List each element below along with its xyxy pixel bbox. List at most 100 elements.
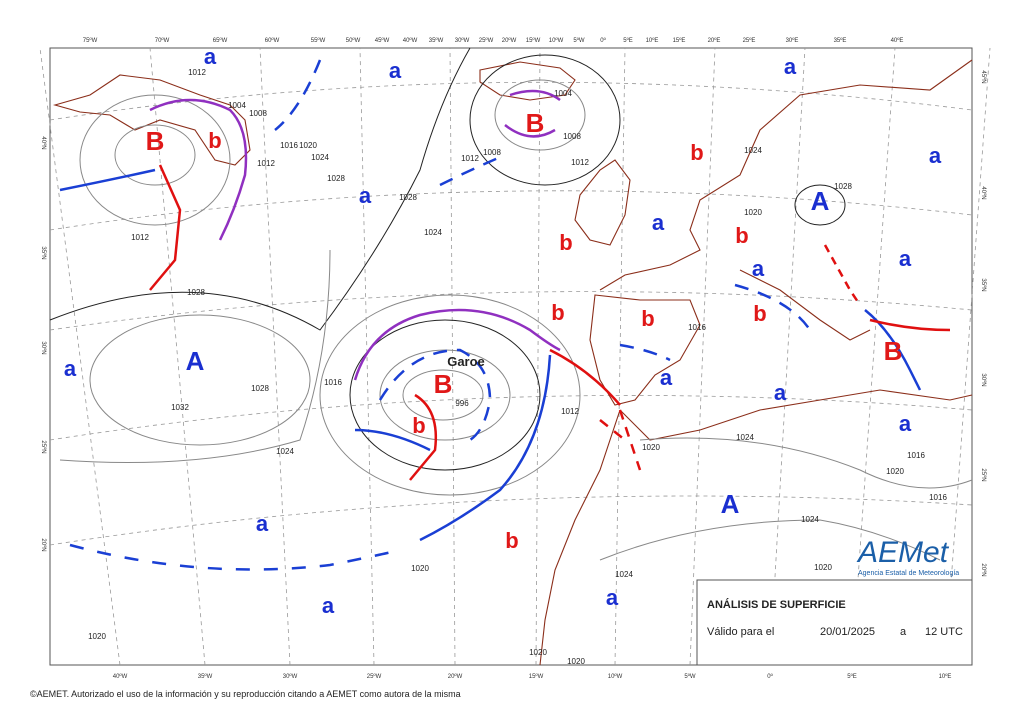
isobar-label: 1032 [171, 403, 189, 412]
lon-label: 10ºE [939, 673, 952, 680]
isobar-label: 1012 [188, 68, 206, 77]
footer: ©AEMET. Autorizado el uso de la informac… [30, 689, 461, 699]
isobar-label: 1004 [228, 101, 246, 110]
coast-italy [739, 269, 871, 341]
isobar-label: 1024 [311, 153, 329, 162]
map-frame [49, 47, 973, 666]
cold-front [354, 428, 431, 452]
lat-label: 30ºN [980, 373, 987, 386]
trough-line [599, 409, 642, 471]
isobar [49, 47, 471, 331]
isobar-label: 1016 [929, 493, 947, 502]
parallel [49, 190, 973, 231]
meridian [449, 47, 456, 666]
isobar-label: 1016 [688, 323, 706, 332]
lon-label: 20ºW [448, 673, 463, 680]
lon-label: 20ºW [502, 37, 517, 44]
lon-label: 30ºW [455, 37, 470, 44]
relative-low: b [753, 301, 766, 326]
info-box [696, 579, 973, 666]
isobar-label: 1024 [744, 146, 762, 155]
isobar-label: 1016 [907, 451, 925, 460]
lon-label: 65ºW [213, 37, 228, 44]
logo-subtitle: Agencia Estatal de Meteorología [858, 570, 959, 577]
cold-front [419, 354, 552, 542]
lat-label: 35ºN [980, 278, 987, 291]
coastlines [52, 59, 973, 666]
lon-label: 0º [767, 673, 773, 680]
lon-label: 5ºW [684, 673, 696, 680]
isobar-label: 1012 [131, 233, 149, 242]
lon-label: 15ºE [673, 37, 686, 44]
lon-label: 35ºW [429, 37, 444, 44]
relative-low: b [208, 128, 221, 153]
relative-high: a [359, 183, 372, 208]
relative-low: b [641, 306, 654, 331]
graticule [39, 47, 991, 666]
meridian [769, 47, 806, 666]
coast-iberia [589, 294, 701, 406]
lat-label: 25ºN [980, 468, 987, 481]
lon-label: 40ºE [891, 37, 904, 44]
isobar [89, 314, 311, 446]
lon-label: 10ºW [608, 673, 623, 680]
isobar-label: 1020 [88, 632, 106, 641]
occluded-front [353, 308, 561, 381]
lon-label: 25ºE [743, 37, 756, 44]
isobars [49, 47, 973, 561]
cold-front-forming [69, 543, 401, 571]
lon-label: 20ºE [708, 37, 721, 44]
low-center: B [884, 336, 903, 366]
isobar [114, 124, 196, 186]
parallel [49, 81, 973, 121]
isobar-label: 1024 [801, 515, 819, 524]
isobar-label: 1020 [814, 563, 832, 572]
relative-low: b [551, 300, 564, 325]
isobar [59, 249, 331, 463]
warm-front [149, 164, 182, 291]
trough-line [274, 59, 506, 187]
info-date: 20/01/2025 [820, 626, 875, 638]
lon-label: 5ºE [623, 37, 633, 44]
relative-high: a [64, 356, 77, 381]
cold-front [864, 309, 922, 391]
lat-label: 35ºN [40, 246, 47, 259]
lon-label: 10ºE [646, 37, 659, 44]
meridian [689, 47, 716, 666]
isobar-label: 1016 [280, 141, 298, 150]
lon-label: 45ºW [375, 37, 390, 44]
meridian [359, 47, 375, 666]
isobar [319, 294, 581, 496]
relative-low: b [735, 223, 748, 248]
isobar-label: 1004 [554, 89, 572, 98]
coast-british-isles [574, 159, 631, 246]
isobar-label: 1020 [529, 648, 547, 657]
high-center: A [721, 489, 740, 519]
isobar [402, 369, 484, 421]
coast-iceland [479, 61, 576, 101]
lat-label: 20ºN [40, 538, 47, 551]
isobar-label: 1008 [563, 132, 581, 141]
info-valid-label: Válido para el [707, 626, 774, 638]
warm-front [409, 393, 437, 481]
isobar-label: 1012 [571, 158, 589, 167]
relative-low: b [690, 140, 703, 165]
relative-high: a [660, 365, 673, 390]
coast-north-america [52, 74, 251, 166]
isobar-label: 1012 [461, 154, 479, 163]
isobar [349, 319, 541, 471]
lon-label: 50ºW [346, 37, 361, 44]
lon-label: 55ºW [311, 37, 326, 44]
info-title: ANÁLISIS DE SUPERFICIE [707, 598, 846, 611]
lon-label: 30ºW [283, 673, 298, 680]
lon-label: 15ºW [529, 673, 544, 680]
lon-label: 5ºE [847, 673, 857, 680]
cold-front [59, 168, 156, 192]
lat-label: 25ºN [40, 440, 47, 453]
isobar-label: 1028 [187, 288, 205, 297]
relative-high: a [256, 511, 269, 536]
front-dissipating [823, 244, 862, 306]
